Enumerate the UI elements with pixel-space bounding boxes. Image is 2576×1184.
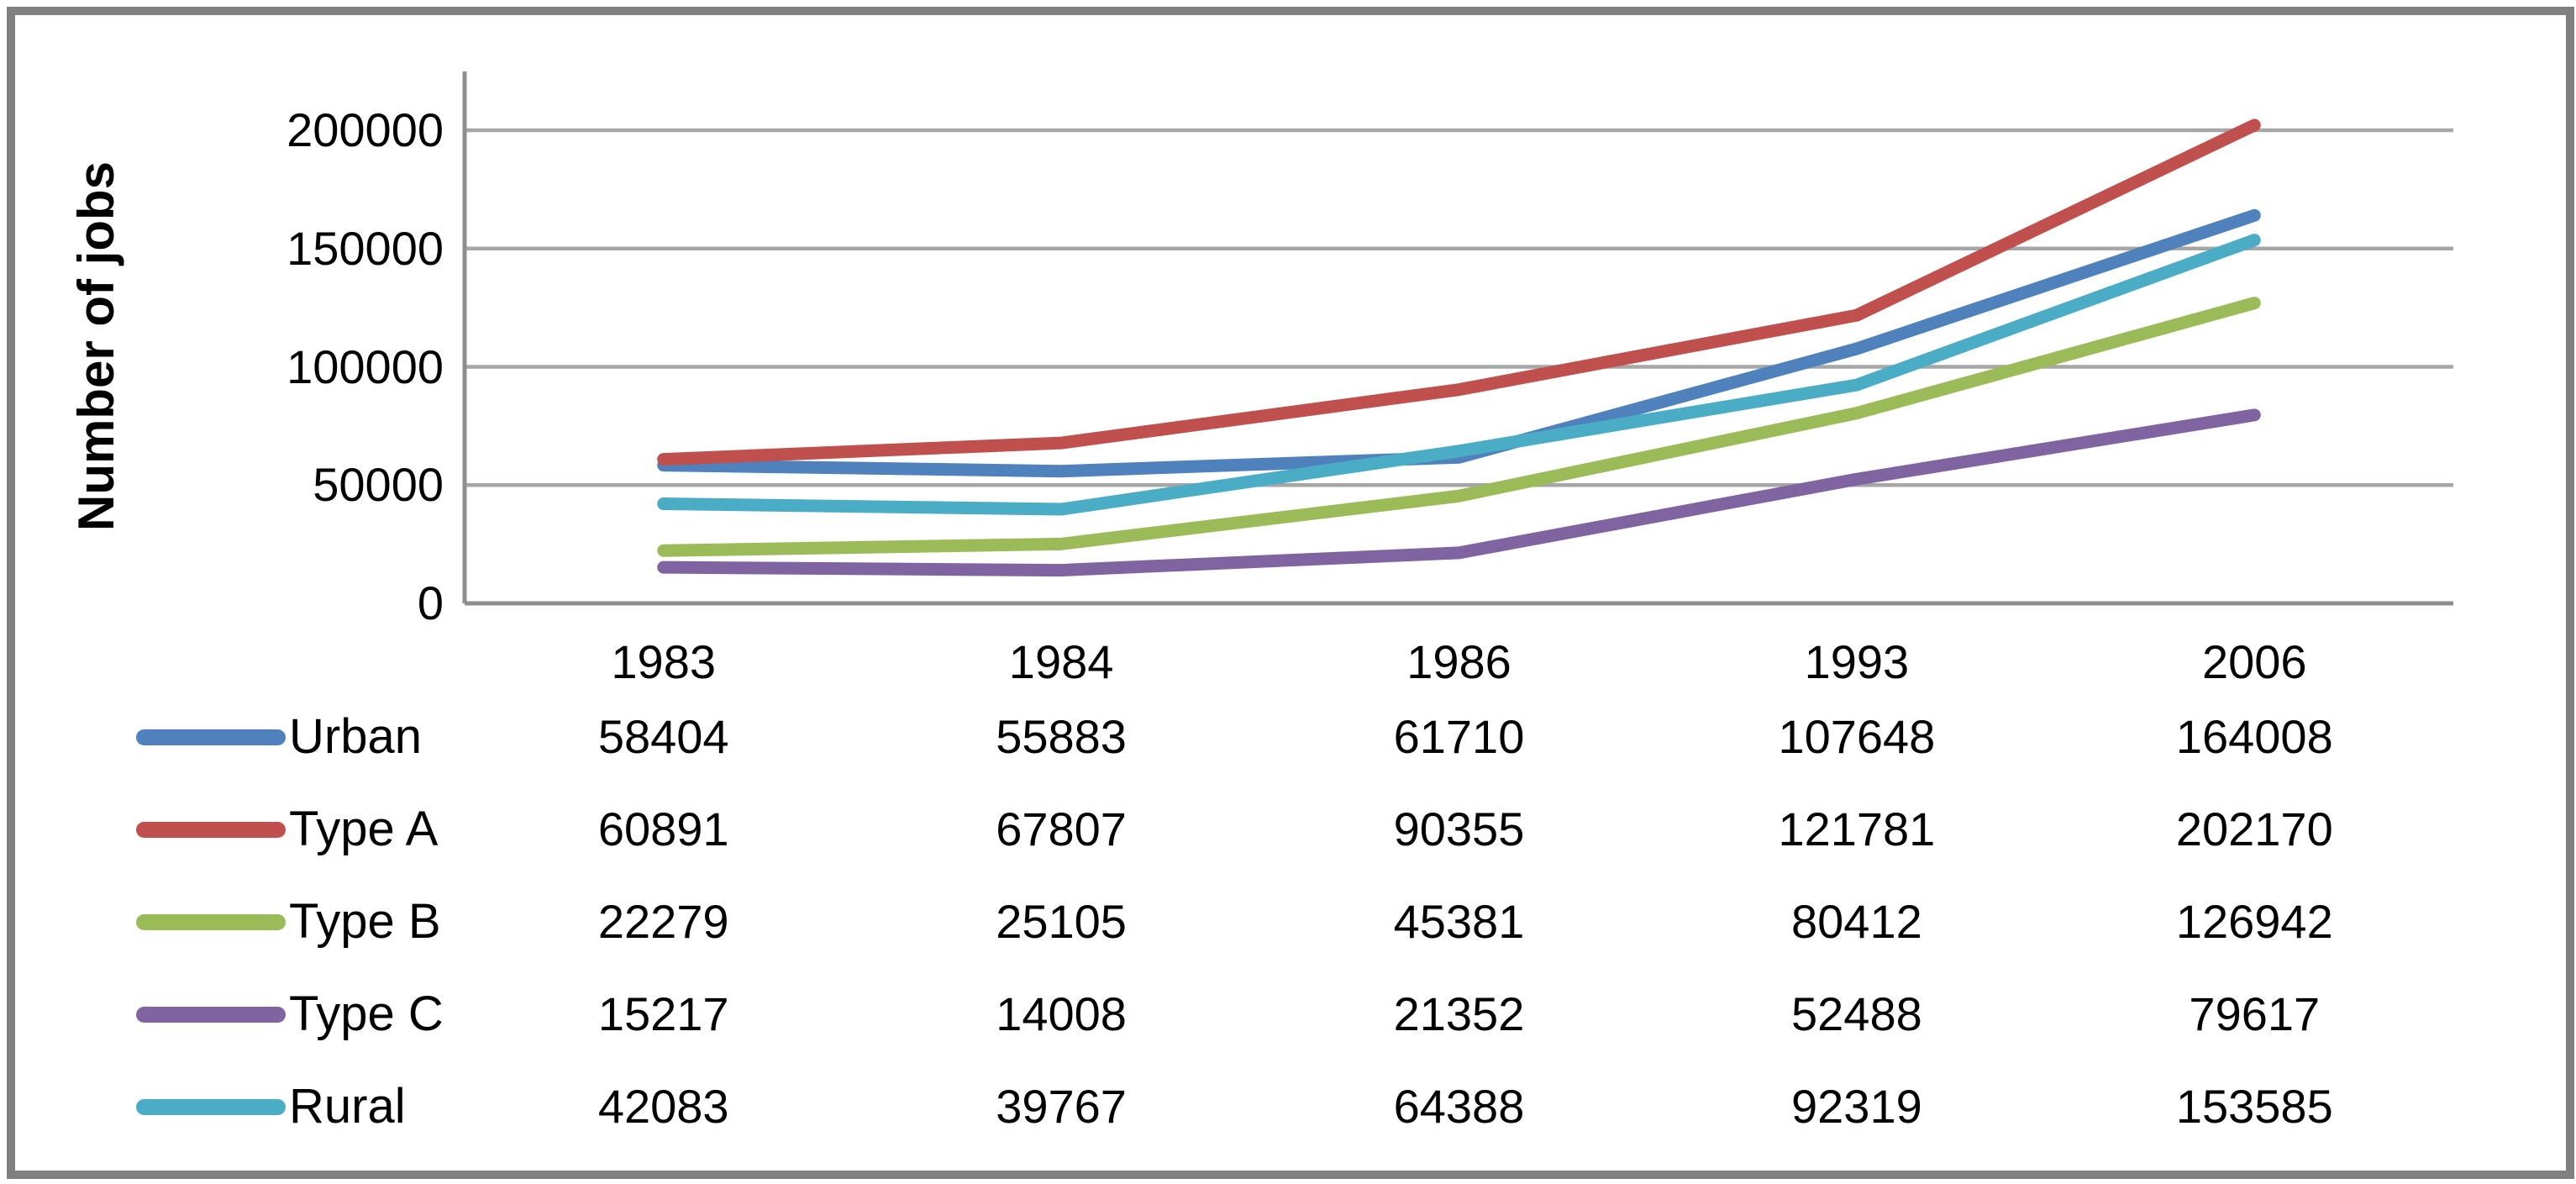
series-name-label: Type C [289,987,444,1041]
series-value-cell: 107648 [1778,710,1936,763]
y-tick-label: 50000 [313,458,444,512]
series-value-cell: 153585 [2175,1080,2333,1133]
series-value-cell: 55883 [996,710,1127,763]
y-tick-label: 0 [417,576,444,629]
y-tick-label: 100000 [287,339,444,393]
series-name-label: Type B [289,894,441,949]
y-tick-label: 150000 [287,221,444,275]
series-line-type-a [657,118,2261,466]
series-value-cell: 202170 [2175,802,2333,855]
x-axis-label: 1986 [1406,635,1511,688]
series-value-cell: 58404 [597,710,729,763]
series-value-cell: 42083 [597,1080,729,1133]
series-line-urban [657,208,2261,478]
series-value-cell: 80412 [1791,895,1922,948]
series-color-marker [136,821,286,838]
series-value-cell: 67807 [996,802,1127,855]
series-line-rural [657,234,2261,516]
series-line-type-c [657,408,2261,577]
series-color-marker [136,1006,286,1023]
y-tick-label: 200000 [287,103,444,156]
series-value-cell: 14008 [996,987,1127,1040]
series-value-cell: 92319 [1791,1080,1922,1133]
x-axis-label: 1984 [1008,635,1114,688]
series-value-cell: 64388 [1393,1080,1525,1133]
series-value-cell: 22279 [597,895,729,948]
series-value-cell: 15217 [597,987,729,1040]
series-value-cell: 52488 [1791,987,1922,1040]
series-value-cell: 121781 [1778,802,1936,855]
series-line-type-b [657,297,2261,557]
series-color-marker [136,729,286,745]
series-value-cell: 79617 [2189,987,2321,1040]
series-name-label: Type A [289,802,439,856]
x-axis-label: 1993 [1804,635,1910,688]
x-axis-label: 1983 [611,635,716,688]
series-value-cell: 126942 [2175,895,2333,948]
series-value-cell: 45381 [1393,895,1525,948]
series-value-cell: 21352 [1393,987,1525,1040]
series-value-cell: 25105 [996,895,1127,948]
series-value-cell: 164008 [2175,710,2333,763]
series-name-label: Rural [289,1079,406,1134]
series-value-cell: 60891 [597,802,729,855]
series-color-marker [136,913,286,930]
series-name-label: Urban [289,709,422,764]
series-color-marker [136,1098,286,1115]
series-value-cell: 90355 [1393,802,1525,855]
x-axis-label: 2006 [2202,635,2307,688]
series-value-cell: 39767 [996,1080,1127,1133]
series-value-cell: 61710 [1393,710,1525,763]
